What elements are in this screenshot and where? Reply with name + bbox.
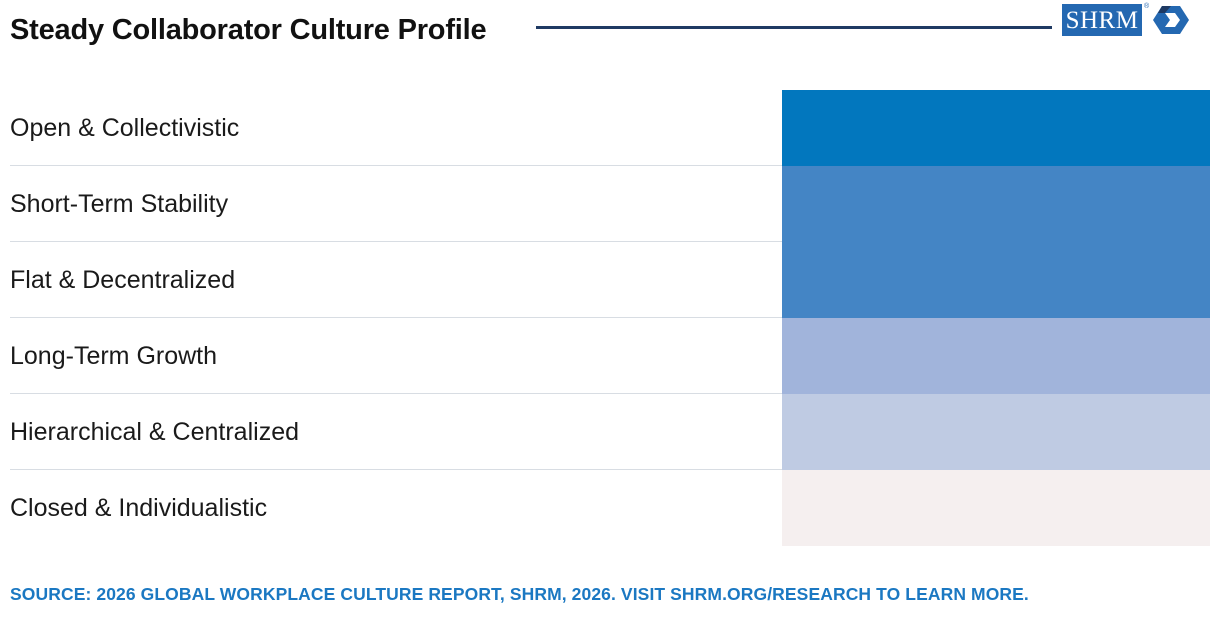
profile-row: Hierarchical & Centralized [10,394,1210,470]
row-divider [10,469,782,470]
chart-header: Steady Collaborator Culture Profile [10,8,1210,52]
heat-cell [782,318,1210,394]
shrm-chevron-mark-icon [1153,6,1189,34]
heat-cell [782,90,1210,166]
title-rule [536,26,1052,29]
heat-cell [782,166,1210,242]
category-label: Flat & Decentralized [10,265,236,294]
profile-row: Closed & Individualistic [10,470,1210,546]
profile-row: Flat & Decentralized [10,242,1210,318]
heat-cell [782,470,1210,546]
row-divider [10,165,782,166]
chart-title: Steady Collaborator Culture Profile [10,14,487,46]
row-divider [10,393,782,394]
logo-registered-mark: ® [1144,3,1150,10]
row-divider [10,317,782,318]
category-label: Open & Collectivistic [10,113,240,142]
category-label: Hierarchical & Centralized [10,417,300,446]
profile-row: Long-Term Growth [10,318,1210,394]
category-label: Short-Term Stability [10,189,229,218]
heat-cell [782,242,1210,318]
source-note: SOURCE: 2026 GLOBAL WORKPLACE CULTURE RE… [10,584,1029,604]
logo-text: SHRM [1065,6,1139,34]
profile-row: Open & Collectivistic [10,90,1210,166]
category-label: Long-Term Growth [10,341,218,370]
row-divider [10,241,782,242]
heat-cell [782,394,1210,470]
culture-profile-chart: Open & Collectivistic Short-Term Stabilit… [10,90,1210,546]
category-label: Closed & Individualistic [10,493,268,522]
shrm-logo: SHRM [1062,4,1142,36]
profile-row: Short-Term Stability [10,166,1210,242]
